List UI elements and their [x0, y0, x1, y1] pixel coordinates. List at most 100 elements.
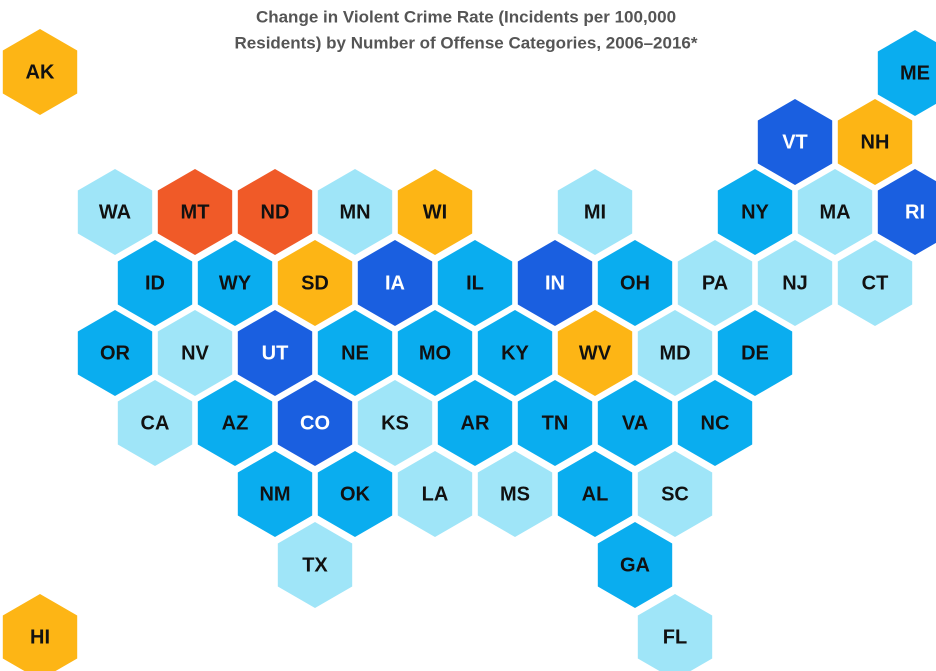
state-hex — [277, 240, 353, 326]
state-label: OR — [100, 342, 131, 364]
state-label: ND — [261, 201, 290, 223]
state-hex — [157, 169, 233, 255]
state-hex — [437, 240, 513, 326]
state-label: NY — [741, 201, 769, 223]
state-hex — [277, 380, 353, 466]
state-hex — [317, 451, 393, 537]
state-label: WY — [219, 272, 252, 294]
state-label: VA — [622, 412, 648, 434]
state-label: NH — [861, 131, 890, 153]
state-hex — [557, 310, 633, 396]
state-hex — [637, 594, 713, 671]
state-label: MI — [584, 201, 606, 223]
state-hex — [637, 451, 713, 537]
state-label: KY — [501, 342, 529, 364]
state-hex — [597, 240, 673, 326]
state-label: WI — [423, 201, 447, 223]
state-label: ME — [900, 62, 930, 84]
state-hex — [557, 169, 633, 255]
state-hex — [77, 310, 153, 396]
state-hex — [2, 29, 78, 115]
state-hex — [837, 99, 913, 185]
state-label: NM — [259, 483, 290, 505]
state-label: IN — [545, 272, 565, 294]
state-label: NV — [181, 342, 209, 364]
state-hex — [197, 380, 273, 466]
state-label: IL — [466, 272, 484, 294]
state-label: WV — [579, 342, 612, 364]
state-label: UT — [262, 342, 289, 364]
state-label: NC — [701, 412, 730, 434]
state-label: MT — [181, 201, 210, 223]
state-hex — [797, 169, 873, 255]
state-label: RI — [905, 201, 925, 223]
state-hex — [237, 451, 313, 537]
state-hex — [317, 310, 393, 396]
state-label: PA — [702, 272, 728, 294]
state-label: AK — [26, 61, 55, 83]
state-hex — [517, 380, 593, 466]
state-label: MN — [339, 201, 370, 223]
state-label: CA — [141, 412, 170, 434]
state-label: KS — [381, 412, 409, 434]
state-hex — [597, 380, 673, 466]
state-hex — [237, 169, 313, 255]
state-label: MS — [500, 483, 530, 505]
state-hex — [677, 240, 753, 326]
state-label: MA — [819, 201, 850, 223]
state-label: LA — [422, 483, 449, 505]
state-hex — [277, 522, 353, 608]
state-hex — [517, 240, 593, 326]
state-hex — [357, 380, 433, 466]
state-hex — [397, 451, 473, 537]
state-hex — [597, 522, 673, 608]
state-label: NE — [341, 342, 369, 364]
state-label: FL — [663, 626, 687, 648]
state-hex — [877, 30, 936, 116]
state-label: WA — [99, 201, 131, 223]
state-label: VT — [782, 131, 808, 153]
state-hex — [77, 169, 153, 255]
state-hex — [157, 310, 233, 396]
state-hex — [117, 380, 193, 466]
state-label: SD — [301, 272, 329, 294]
state-label: AL — [582, 483, 609, 505]
title-line: Residents) by Number of Offense Categori… — [235, 33, 698, 52]
title-line: Change in Violent Crime Rate (Incidents … — [256, 7, 676, 26]
state-label: ID — [145, 272, 165, 294]
state-label: OH — [620, 272, 650, 294]
state-hex — [757, 99, 833, 185]
state-label: IA — [385, 272, 405, 294]
state-hex — [677, 380, 753, 466]
state-label: AZ — [222, 412, 249, 434]
state-hex — [237, 310, 313, 396]
state-hex — [877, 169, 936, 255]
state-hex — [2, 594, 78, 671]
state-label: AR — [461, 412, 490, 434]
state-hex — [397, 310, 473, 396]
state-label: CT — [862, 272, 889, 294]
state-label: TX — [302, 554, 328, 576]
state-hex — [397, 169, 473, 255]
state-hex — [837, 240, 913, 326]
state-label: GA — [620, 554, 650, 576]
state-hex — [197, 240, 273, 326]
state-hex — [477, 310, 553, 396]
state-label: MO — [419, 342, 451, 364]
state-hex — [637, 310, 713, 396]
state-hex — [317, 169, 393, 255]
state-label: OK — [340, 483, 371, 505]
state-hex — [557, 451, 633, 537]
state-label: NJ — [782, 272, 808, 294]
state-hex — [717, 310, 793, 396]
state-label: TN — [542, 412, 569, 434]
state-hex — [717, 169, 793, 255]
state-hex — [357, 240, 433, 326]
state-hex — [437, 380, 513, 466]
state-label: SC — [661, 483, 689, 505]
state-hex — [477, 451, 553, 537]
state-hex — [117, 240, 193, 326]
state-label: MD — [659, 342, 690, 364]
state-hex — [757, 240, 833, 326]
